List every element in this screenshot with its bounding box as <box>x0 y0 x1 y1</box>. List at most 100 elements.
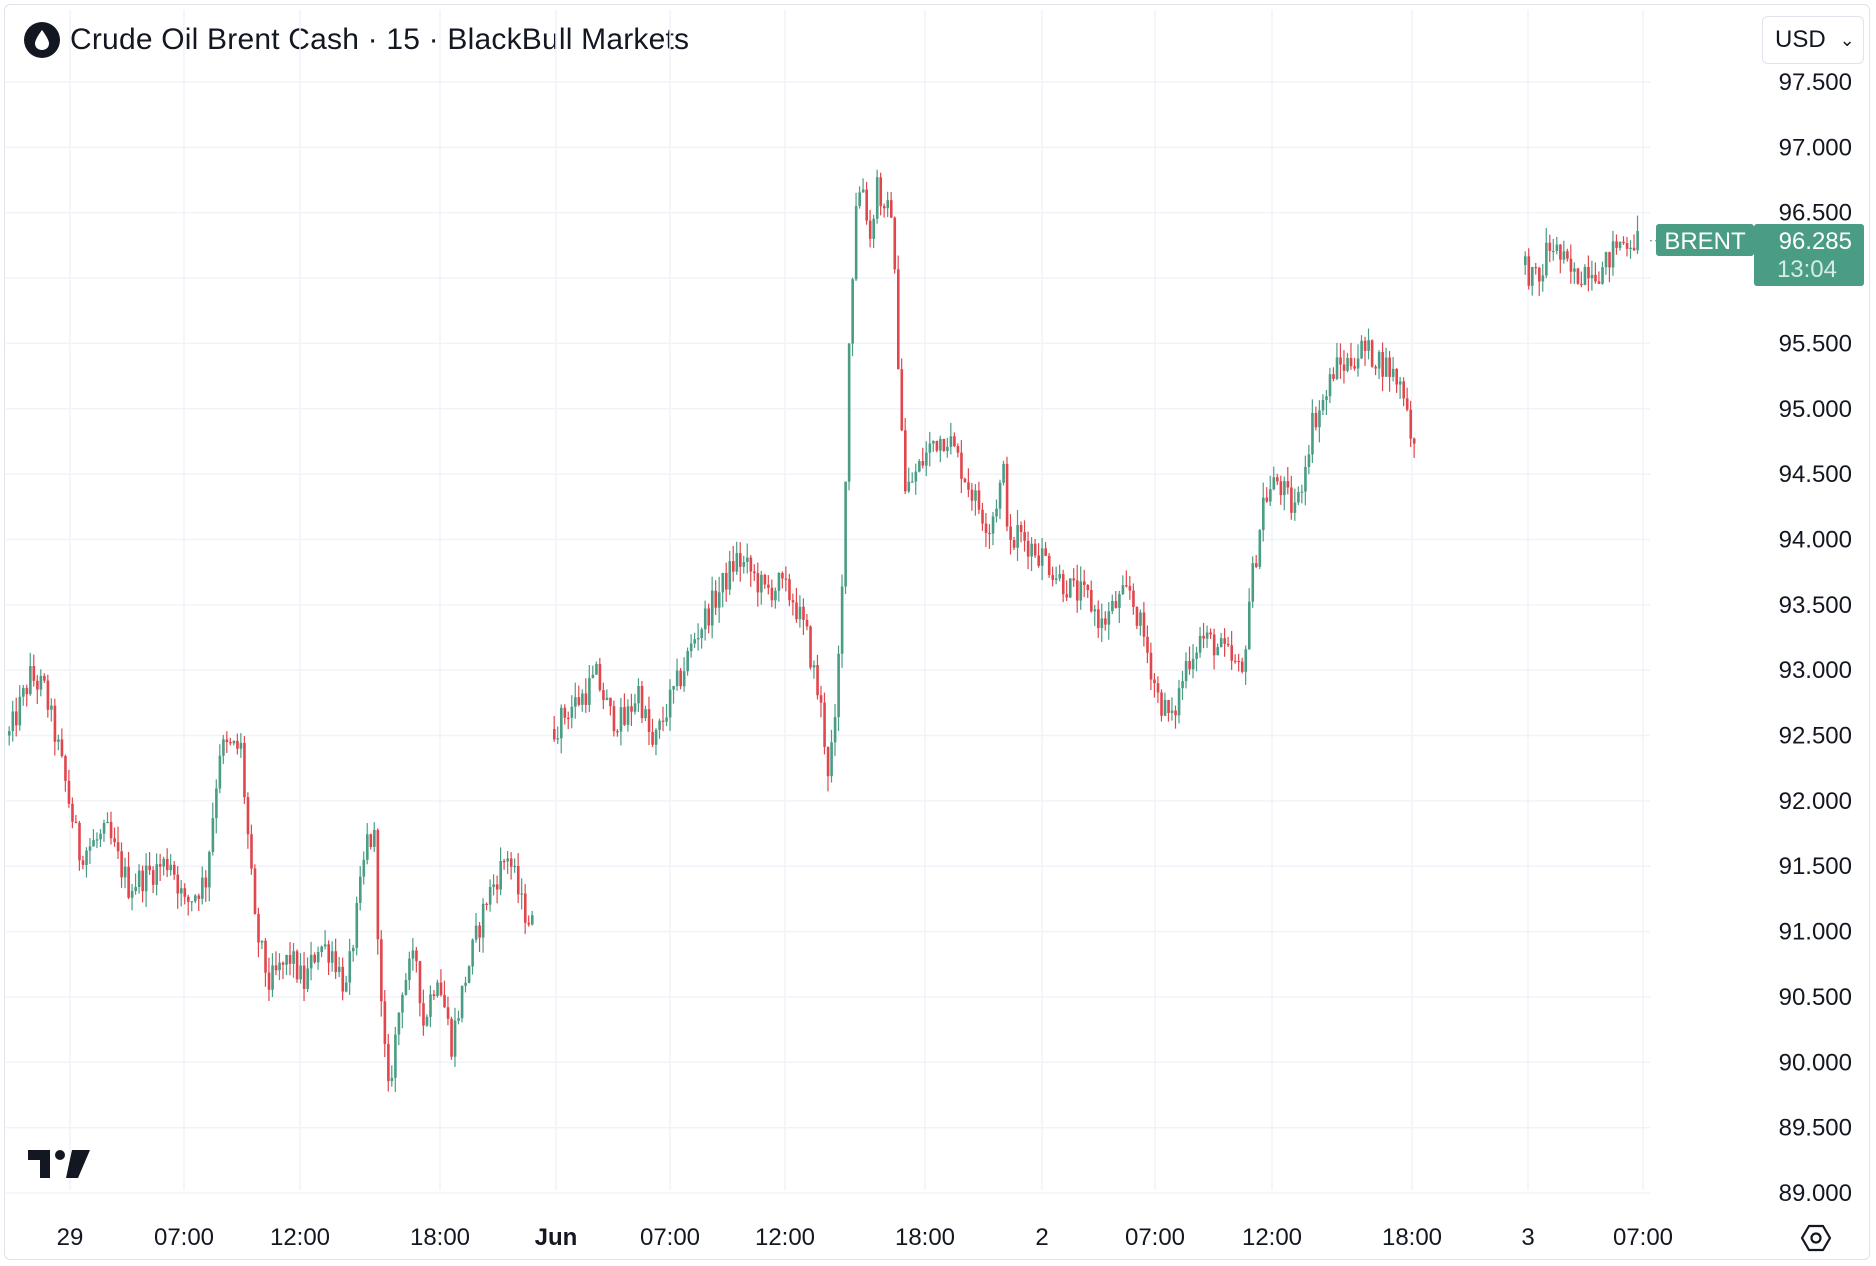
candle-body <box>886 200 890 209</box>
candle <box>18 685 22 731</box>
candle-body <box>474 925 478 940</box>
candle-body <box>914 471 918 482</box>
candle-body <box>1405 398 1409 410</box>
settings-icon[interactable] <box>1800 1222 1832 1254</box>
candle <box>1090 580 1093 613</box>
candle <box>520 878 524 910</box>
candle <box>1300 484 1304 504</box>
candle <box>492 874 495 896</box>
candle-body <box>236 740 239 749</box>
candle-body <box>1075 580 1079 601</box>
candle <box>556 726 560 744</box>
candle-body <box>984 523 988 533</box>
candle-body <box>1395 368 1398 385</box>
candle <box>570 695 574 729</box>
candle-body <box>1538 267 1541 282</box>
candle <box>362 851 366 885</box>
candle-body <box>422 1003 425 1026</box>
candle-body <box>728 561 732 590</box>
candle-body <box>1601 267 1604 284</box>
candle <box>630 693 633 726</box>
candle-body <box>1093 609 1097 612</box>
candle-body <box>661 720 665 722</box>
candle-body <box>668 689 672 718</box>
candle-body <box>756 573 760 593</box>
candle-body <box>509 858 513 867</box>
currency-select[interactable]: USD ⌄ <box>1762 16 1864 64</box>
candle-body <box>584 693 588 705</box>
candle <box>1184 652 1188 689</box>
candle <box>1153 673 1156 698</box>
time-axis: 29 07:00 12:00 18:00 Jun 07:00 12:00 18:00 2 07:0… <box>57 1224 1673 1251</box>
candle-body <box>172 864 176 875</box>
candle-body <box>155 864 159 885</box>
price-badge-countdown: 13:04 <box>1777 256 1837 283</box>
candle <box>753 564 756 581</box>
candle-body <box>492 884 495 888</box>
candle <box>732 545 735 582</box>
candle <box>868 209 872 248</box>
candle <box>1244 645 1248 685</box>
candle <box>169 854 173 876</box>
candle <box>1202 622 1205 649</box>
candle-body <box>176 874 180 894</box>
candle-body <box>295 951 299 980</box>
candle-body <box>127 866 130 898</box>
candle-body <box>432 994 436 996</box>
candle <box>1061 569 1065 603</box>
candles <box>8 169 1639 1092</box>
candle-body <box>942 438 946 451</box>
candle <box>1597 271 1601 285</box>
candle-body <box>151 870 155 885</box>
candle <box>861 178 865 193</box>
candle <box>1611 230 1615 276</box>
candle-body <box>588 677 591 705</box>
candle <box>323 930 327 950</box>
candle-body <box>316 951 320 963</box>
candle <box>918 458 921 473</box>
candle-body <box>1079 581 1083 601</box>
candle-body <box>826 746 830 777</box>
candle-body <box>1632 247 1636 251</box>
candle-body <box>767 584 770 588</box>
candle-body <box>795 602 798 620</box>
candle-body <box>334 951 338 973</box>
candle-body <box>1251 563 1255 602</box>
candle <box>563 704 567 725</box>
candle <box>598 658 602 692</box>
candle <box>1297 486 1300 506</box>
candle <box>348 938 352 996</box>
candle <box>1377 350 1381 380</box>
candle <box>1346 352 1349 373</box>
candle-body <box>781 573 784 579</box>
candle-body <box>162 858 166 867</box>
candle-body <box>411 950 415 959</box>
candle <box>436 979 439 998</box>
tradingview-logo-icon[interactable] <box>28 1148 92 1187</box>
candle <box>1615 234 1618 255</box>
candle-body <box>640 686 644 719</box>
candle <box>1083 569 1086 598</box>
x-tick-label: 07:00 <box>640 1224 700 1251</box>
candle <box>1580 271 1583 288</box>
candle-body <box>742 561 746 567</box>
candle <box>383 989 387 1058</box>
candle <box>911 472 914 483</box>
candle-body <box>134 886 137 892</box>
candle-body <box>707 608 711 626</box>
candle <box>889 191 893 219</box>
candle <box>1262 482 1265 542</box>
candle-body <box>471 939 474 967</box>
candle <box>123 857 127 889</box>
candle <box>232 740 236 746</box>
candle <box>309 941 313 981</box>
candle-body <box>351 947 355 952</box>
candle <box>127 852 130 900</box>
candle-body <box>222 739 225 756</box>
candle-body <box>630 706 633 712</box>
candle-body <box>560 707 563 739</box>
candle-body <box>53 705 57 742</box>
candle-body <box>1402 381 1406 399</box>
candle <box>194 894 197 904</box>
